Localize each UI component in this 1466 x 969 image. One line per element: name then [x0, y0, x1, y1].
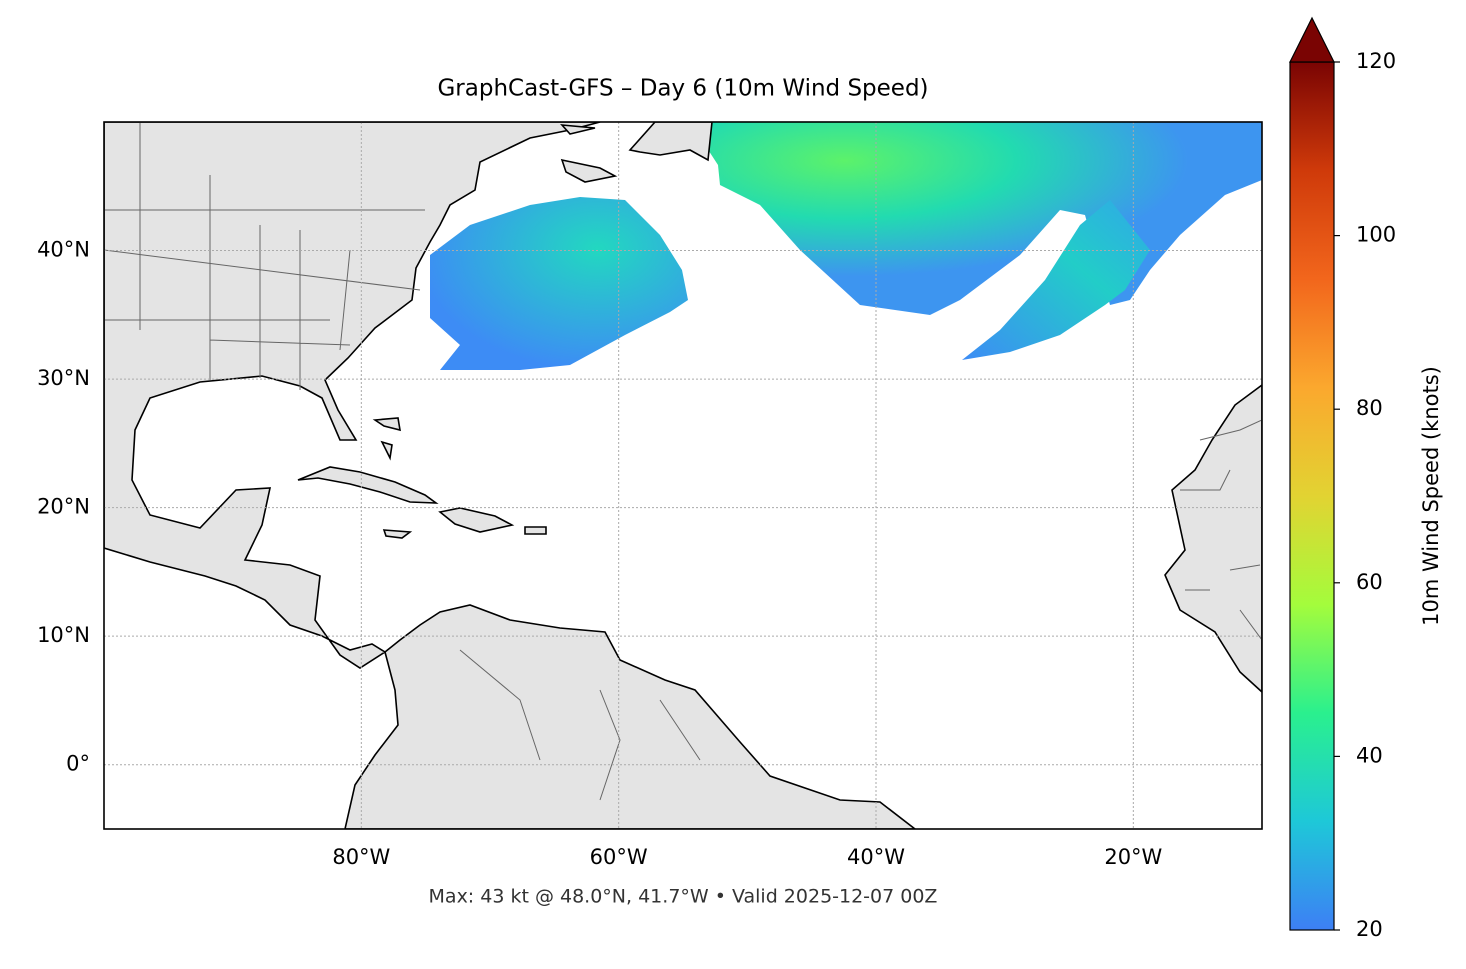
annotation: Max: 43 kt @ 48.0°N, 41.7°W • Valid 2025…: [429, 886, 938, 908]
colorbar-tick-label: 40: [1356, 743, 1383, 767]
y-tick-label: 40°N: [37, 238, 90, 262]
map-frame: [103, 121, 1263, 830]
x-tick-label: 60°W: [590, 845, 648, 869]
y-tick-label: 30°N: [37, 366, 90, 390]
y-tick-label: 0°: [66, 752, 90, 776]
colorbar-tick-label: 80: [1356, 396, 1383, 420]
colorbar-extend: [1289, 16, 1335, 63]
border: [104, 122, 1262, 801]
wind-field: [962, 200, 1150, 360]
colorbar-tick-label: 120: [1356, 49, 1396, 73]
x-tick-label: 40°W: [847, 845, 905, 869]
land: [1164, 384, 1262, 694]
colorbar-tick-label: 100: [1356, 223, 1396, 247]
x-tick-label: 80°W: [332, 845, 390, 869]
land: [104, 122, 601, 669]
land: [344, 604, 917, 829]
land: [297, 417, 547, 539]
y-tick-label: 10°N: [37, 623, 90, 647]
colorbar-label: 10m Wind Speed (knots): [1419, 366, 1443, 626]
colorbar-tick-label: 60: [1356, 570, 1383, 594]
colorbar: [1289, 61, 1335, 931]
y-tick-label: 20°N: [37, 495, 90, 519]
map: [104, 122, 1262, 829]
x-tick-label: 20°W: [1104, 845, 1162, 869]
wind-field: [430, 197, 688, 370]
chart-title: GraphCast-GFS – Day 6 (10m Wind Speed): [437, 76, 928, 102]
colorbar-tick-label: 20: [1356, 917, 1383, 941]
land: [560, 122, 713, 183]
